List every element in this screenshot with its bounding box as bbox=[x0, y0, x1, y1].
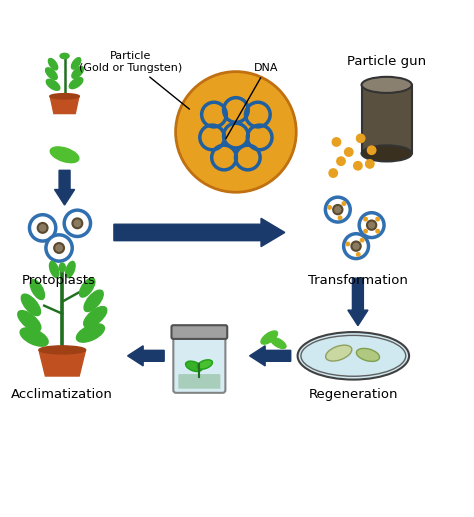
Ellipse shape bbox=[197, 360, 212, 369]
Ellipse shape bbox=[59, 263, 65, 272]
Circle shape bbox=[46, 235, 72, 261]
Circle shape bbox=[175, 72, 296, 192]
Ellipse shape bbox=[48, 58, 58, 70]
Circle shape bbox=[364, 230, 367, 233]
FancyBboxPatch shape bbox=[173, 333, 226, 393]
Polygon shape bbox=[128, 346, 164, 366]
Circle shape bbox=[329, 169, 337, 177]
Ellipse shape bbox=[362, 77, 412, 93]
Ellipse shape bbox=[46, 79, 60, 90]
Ellipse shape bbox=[21, 294, 40, 315]
Circle shape bbox=[338, 216, 342, 220]
Circle shape bbox=[337, 157, 345, 165]
Circle shape bbox=[346, 242, 349, 246]
Ellipse shape bbox=[80, 278, 95, 297]
Circle shape bbox=[367, 220, 376, 230]
Ellipse shape bbox=[65, 262, 75, 278]
Ellipse shape bbox=[46, 68, 57, 80]
Circle shape bbox=[365, 160, 374, 168]
Circle shape bbox=[344, 234, 368, 258]
Ellipse shape bbox=[271, 338, 286, 348]
Ellipse shape bbox=[18, 311, 41, 331]
Circle shape bbox=[354, 161, 362, 170]
Circle shape bbox=[359, 212, 384, 238]
Circle shape bbox=[38, 223, 47, 233]
FancyBboxPatch shape bbox=[178, 374, 220, 389]
FancyBboxPatch shape bbox=[172, 325, 227, 339]
Circle shape bbox=[351, 241, 361, 251]
Circle shape bbox=[376, 217, 379, 221]
Circle shape bbox=[54, 243, 64, 253]
Ellipse shape bbox=[185, 361, 202, 372]
Circle shape bbox=[356, 134, 365, 143]
Ellipse shape bbox=[30, 280, 45, 299]
Text: Particle
(Gold or Tungsten): Particle (Gold or Tungsten) bbox=[79, 51, 190, 109]
Ellipse shape bbox=[60, 53, 69, 58]
Circle shape bbox=[333, 205, 342, 214]
Circle shape bbox=[376, 230, 379, 233]
Ellipse shape bbox=[49, 262, 59, 278]
Polygon shape bbox=[55, 170, 74, 205]
Circle shape bbox=[364, 217, 367, 221]
Ellipse shape bbox=[76, 324, 104, 342]
Polygon shape bbox=[114, 218, 285, 247]
Ellipse shape bbox=[39, 346, 86, 354]
Ellipse shape bbox=[84, 290, 103, 312]
Text: Regeneration: Regeneration bbox=[309, 388, 398, 401]
Circle shape bbox=[64, 210, 91, 236]
Circle shape bbox=[345, 148, 353, 156]
Polygon shape bbox=[348, 278, 368, 326]
Ellipse shape bbox=[69, 78, 83, 88]
Text: Transformation: Transformation bbox=[308, 273, 408, 286]
Polygon shape bbox=[39, 350, 86, 376]
Ellipse shape bbox=[20, 328, 48, 346]
Ellipse shape bbox=[72, 58, 81, 69]
Polygon shape bbox=[50, 96, 79, 114]
Ellipse shape bbox=[362, 145, 412, 161]
Text: DNA: DNA bbox=[226, 63, 279, 139]
Text: Particle gun: Particle gun bbox=[347, 55, 426, 68]
Ellipse shape bbox=[298, 332, 409, 379]
Polygon shape bbox=[250, 346, 291, 366]
Circle shape bbox=[73, 218, 82, 228]
Ellipse shape bbox=[261, 331, 278, 344]
Circle shape bbox=[332, 138, 341, 146]
Circle shape bbox=[342, 202, 346, 205]
Text: Protoplasts: Protoplasts bbox=[22, 273, 96, 286]
Circle shape bbox=[360, 238, 364, 242]
Circle shape bbox=[29, 215, 56, 241]
Ellipse shape bbox=[356, 348, 380, 361]
Ellipse shape bbox=[326, 345, 352, 361]
Ellipse shape bbox=[50, 147, 79, 163]
Circle shape bbox=[328, 206, 331, 209]
Ellipse shape bbox=[50, 94, 79, 99]
Text: Acclimatization: Acclimatization bbox=[11, 388, 113, 401]
Circle shape bbox=[367, 146, 376, 155]
Ellipse shape bbox=[72, 67, 83, 78]
Circle shape bbox=[325, 197, 350, 222]
Circle shape bbox=[356, 253, 360, 256]
Ellipse shape bbox=[84, 307, 107, 327]
Polygon shape bbox=[362, 85, 412, 154]
